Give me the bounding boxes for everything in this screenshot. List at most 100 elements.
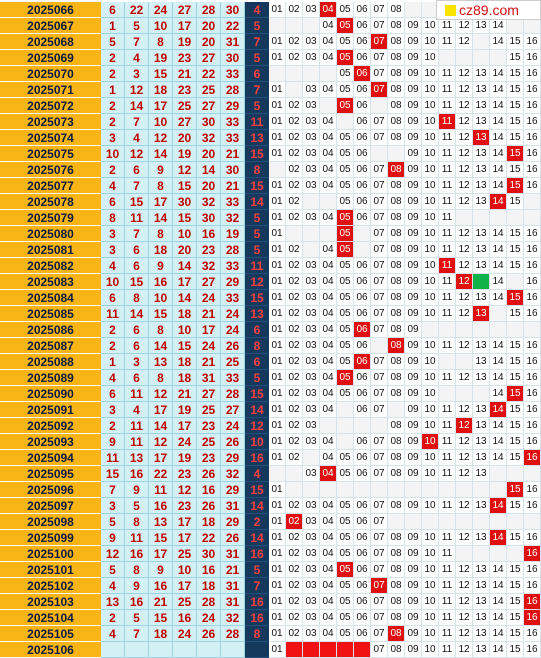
distribution-cell: 15 — [507, 642, 524, 658]
distribution-cell: 11 — [439, 290, 456, 306]
distribution-cell: 06 — [354, 50, 371, 66]
red-ball: 4 — [101, 578, 125, 594]
distribution-cell: 02 — [286, 258, 303, 274]
red-ball: 6 — [125, 242, 149, 258]
distribution-cell: 12 — [456, 450, 473, 466]
distribution-cell — [456, 482, 473, 498]
issue-number: 2025090 — [0, 386, 101, 402]
red-ball: 3 — [125, 354, 149, 370]
red-ball: 11 — [101, 450, 125, 466]
blue-hit-cell: 11 — [439, 114, 456, 130]
distribution-cell: 04 — [320, 370, 337, 386]
blue-hit-cell: 14 — [490, 498, 507, 514]
distribution-cell — [473, 210, 490, 226]
red-ball: 28 — [197, 2, 221, 18]
distribution-cell: 14 — [490, 162, 507, 178]
red-ball: 33 — [221, 66, 245, 82]
table-row: 2025068 5 7 8 19 20 31 7 01 02 03 04 05 06 07 08 09 10 11 1… — [0, 34, 541, 50]
distribution-cell: 08 — [388, 322, 405, 338]
red-ball: 22 — [197, 530, 221, 546]
blue-ball: 5 — [245, 562, 269, 578]
blue-ball: 16 — [245, 610, 269, 626]
distribution-cell — [303, 242, 320, 258]
red-ball: 21 — [197, 306, 221, 322]
distribution-cell: 09 — [405, 498, 422, 514]
red-ball: 19 — [173, 450, 197, 466]
distribution-cell: 02 — [286, 402, 303, 418]
red-ball: 12 — [149, 130, 173, 146]
red-ball: 28 — [221, 626, 245, 642]
distribution-cell: 09 — [405, 194, 422, 210]
distribution-cell — [490, 482, 507, 498]
table-row: 2025088 1 3 13 18 21 25 6 01 02 03 04 05 06 07 08 09 10 13… — [0, 354, 541, 370]
distribution-cell: 06 — [354, 498, 371, 514]
distribution-cell — [286, 482, 303, 498]
table-row: 2025084 6 8 10 14 24 33 15 01 02 03 04 05 06 07 08 09 10 1… — [0, 290, 541, 306]
distribution-cell: 07 — [371, 354, 388, 370]
issue-number: 2025094 — [0, 450, 101, 466]
red-ball: 14 — [149, 338, 173, 354]
distribution-cell: 12 — [456, 98, 473, 114]
distribution-cell: 05 — [337, 530, 354, 546]
red-ball: 15 — [149, 66, 173, 82]
distribution-cell: 16 — [524, 562, 541, 578]
distribution-cell — [507, 546, 524, 562]
red-ball: 30 — [197, 210, 221, 226]
distribution-cell: 05 — [337, 290, 354, 306]
distribution-cell: 01 — [269, 338, 286, 354]
table-row: 2025090 6 11 12 21 27 28 15 01 02 03 04 05 06 07 08 09 10… — [0, 386, 541, 402]
distribution-cell: 08 — [388, 546, 405, 562]
distribution-cell: 03 — [303, 370, 320, 386]
distribution-cell: 11 — [439, 34, 456, 50]
distribution-cell — [286, 66, 303, 82]
table-row: 2025080 3 7 8 10 16 19 5 01 05 07 08 09 10 11 12 13 14 15 1… — [0, 226, 541, 242]
distribution-cell: 11 — [439, 530, 456, 546]
prediction-cell — [320, 642, 337, 658]
distribution-cell: 04 — [320, 562, 337, 578]
distribution-cell: 15 — [507, 594, 524, 610]
watermark-text: cz89.com — [459, 2, 519, 18]
red-ball: 11 — [149, 482, 173, 498]
red-ball: 11 — [125, 434, 149, 450]
red-ball: 17 — [149, 98, 173, 114]
issue-number: 2025098 — [0, 514, 101, 530]
distribution-cell: 14 — [490, 370, 507, 386]
red-ball: 30 — [221, 162, 245, 178]
blue-hit-cell: 05 — [337, 18, 354, 34]
distribution-cell — [507, 466, 524, 482]
red-ball: 13 — [149, 514, 173, 530]
distribution-cell: 09 — [405, 34, 422, 50]
distribution-cell: 16 — [524, 178, 541, 194]
distribution-cell — [388, 514, 405, 530]
distribution-cell: 12 — [456, 146, 473, 162]
distribution-cell: 02 — [286, 210, 303, 226]
blue-ball: 14 — [245, 194, 269, 210]
distribution-cell: 14 — [490, 562, 507, 578]
distribution-cell: 02 — [286, 98, 303, 114]
distribution-cell: 10 — [422, 610, 439, 626]
distribution-cell: 01 — [269, 578, 286, 594]
distribution-cell: 04 — [320, 178, 337, 194]
blue-ball: 15 — [245, 290, 269, 306]
red-ball: 18 — [197, 514, 221, 530]
distribution-cell: 06 — [354, 530, 371, 546]
red-ball: 31 — [221, 546, 245, 562]
blue-ball: 6 — [245, 66, 269, 82]
distribution-cell: 15 — [507, 434, 524, 450]
red-ball: 28 — [221, 82, 245, 98]
table-row: 2025102 4 9 16 17 18 31 7 01 02 03 04 05 06 07 08 09 10 11… — [0, 578, 541, 594]
distribution-cell — [490, 306, 507, 322]
distribution-cell: 13 — [473, 642, 490, 658]
distribution-cell: 08 — [388, 370, 405, 386]
distribution-cell: 08 — [388, 610, 405, 626]
distribution-cell: 11 — [439, 306, 456, 322]
red-ball: 33 — [221, 114, 245, 130]
distribution-cell: 13 — [473, 626, 490, 642]
distribution-cell: 05 — [337, 146, 354, 162]
distribution-cell — [320, 482, 337, 498]
table-row: 2025070 2 3 15 21 22 33 6 05 06 07 08 09 10 11 12 13 14 15… — [0, 66, 541, 82]
distribution-cell: 16 — [524, 306, 541, 322]
distribution-cell: 07 — [371, 178, 388, 194]
prediction-cell — [303, 642, 320, 658]
red-ball: 8 — [101, 210, 125, 226]
